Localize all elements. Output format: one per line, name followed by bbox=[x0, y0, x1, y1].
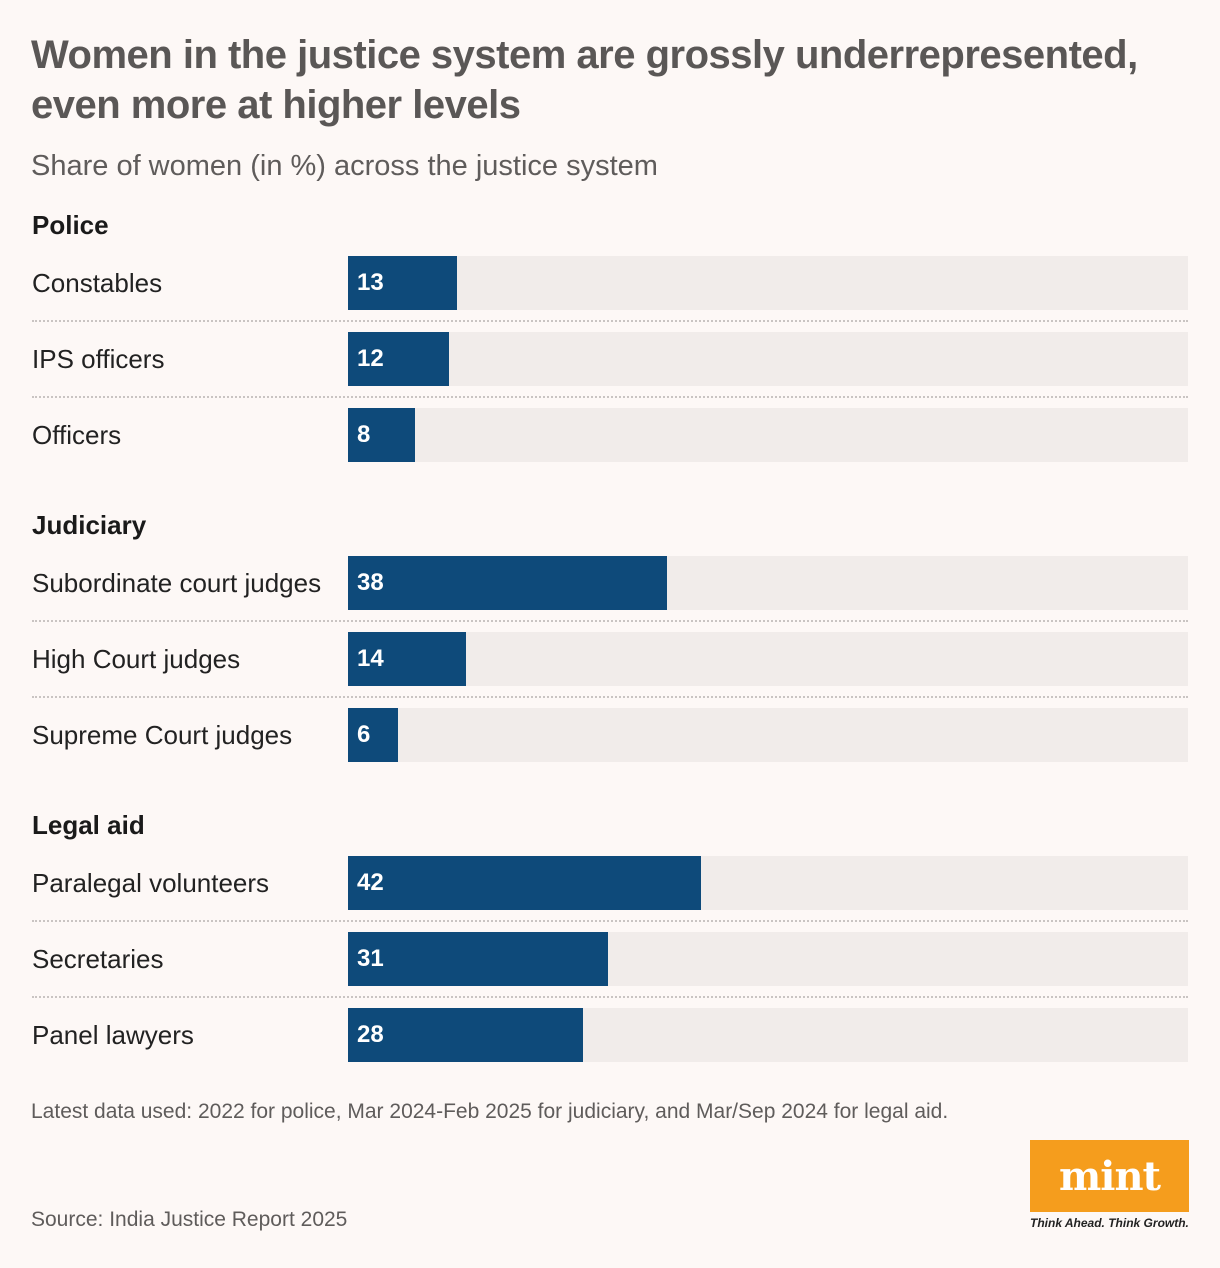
bar: 38 bbox=[348, 556, 667, 610]
group-label-police: Police bbox=[32, 210, 109, 240]
category-label: Supreme Court judges bbox=[32, 720, 293, 750]
bar: 42 bbox=[348, 856, 701, 910]
mint-logo: mint bbox=[1030, 1140, 1189, 1212]
category-label: Constables bbox=[32, 268, 163, 298]
bar-track: 28 bbox=[348, 1008, 1188, 1062]
row-divider bbox=[32, 696, 1188, 698]
bar: 8 bbox=[348, 408, 415, 462]
category-label: Panel lawyers bbox=[32, 1020, 194, 1050]
bar: 28 bbox=[348, 1008, 583, 1062]
category-label: High Court judges bbox=[32, 644, 241, 674]
bar-value-label: 12 bbox=[357, 345, 384, 372]
row-divider bbox=[32, 920, 1188, 922]
group-label-judiciary: Judiciary bbox=[32, 510, 147, 540]
bar: 31 bbox=[348, 932, 608, 986]
bar-track: 31 bbox=[348, 932, 1188, 986]
bar-track: 42 bbox=[348, 856, 1188, 910]
data-note: Latest data used: 2022 for police, Mar 2… bbox=[31, 1100, 949, 1123]
bar-value-label: 28 bbox=[357, 1021, 384, 1048]
bar: 13 bbox=[348, 256, 457, 310]
bar-track: 8 bbox=[348, 408, 1188, 462]
bar: 14 bbox=[348, 632, 466, 686]
bar-value-label: 6 bbox=[357, 721, 371, 748]
category-label: Secretaries bbox=[32, 944, 164, 974]
bar-track: 13 bbox=[348, 256, 1188, 310]
row-divider bbox=[32, 396, 1188, 398]
bar-track: 14 bbox=[348, 632, 1188, 686]
source-text: Source: India Justice Report 2025 bbox=[31, 1208, 348, 1231]
bar-track: 38 bbox=[348, 556, 1188, 610]
bar-track: 6 bbox=[348, 708, 1188, 762]
logo-text: mint bbox=[1058, 1152, 1161, 1200]
brand-tagline: Think Ahead. Think Growth. bbox=[1030, 1216, 1189, 1230]
bar: 12 bbox=[348, 332, 449, 386]
category-label: Paralegal volunteers bbox=[32, 868, 270, 898]
chart-title: Women in the justice system are grossly … bbox=[31, 33, 1138, 127]
chart-subtitle: Share of women (in %) across the justice… bbox=[31, 150, 658, 182]
row-divider bbox=[32, 996, 1188, 998]
row-divider bbox=[32, 320, 1188, 322]
bar-value-label: 14 bbox=[357, 645, 384, 672]
group-label-legal-aid: Legal aid bbox=[32, 810, 145, 840]
category-label: Subordinate court judges bbox=[32, 568, 322, 598]
bar-value-label: 42 bbox=[357, 869, 384, 896]
category-label: IPS officers bbox=[32, 344, 165, 374]
bar-value-label: 38 bbox=[357, 569, 384, 596]
bar-value-label: 8 bbox=[357, 421, 371, 448]
bar-value-label: 31 bbox=[357, 945, 384, 972]
category-label: Officers bbox=[32, 420, 122, 450]
bar-value-label: 13 bbox=[357, 269, 384, 296]
row-divider bbox=[32, 620, 1188, 622]
bar-track: 12 bbox=[348, 332, 1188, 386]
bar: 6 bbox=[348, 708, 398, 762]
